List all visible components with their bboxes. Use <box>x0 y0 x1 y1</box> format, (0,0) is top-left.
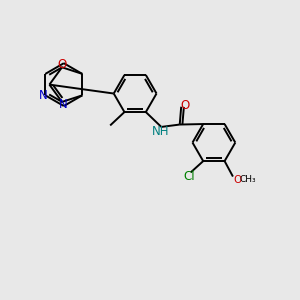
Text: CH₃: CH₃ <box>239 175 256 184</box>
Text: O: O <box>57 58 67 71</box>
Text: N: N <box>59 98 68 111</box>
Text: O: O <box>233 175 241 184</box>
Text: N: N <box>38 89 47 102</box>
Text: NH: NH <box>152 124 169 138</box>
Text: O: O <box>181 99 190 112</box>
Text: Cl: Cl <box>183 170 195 183</box>
